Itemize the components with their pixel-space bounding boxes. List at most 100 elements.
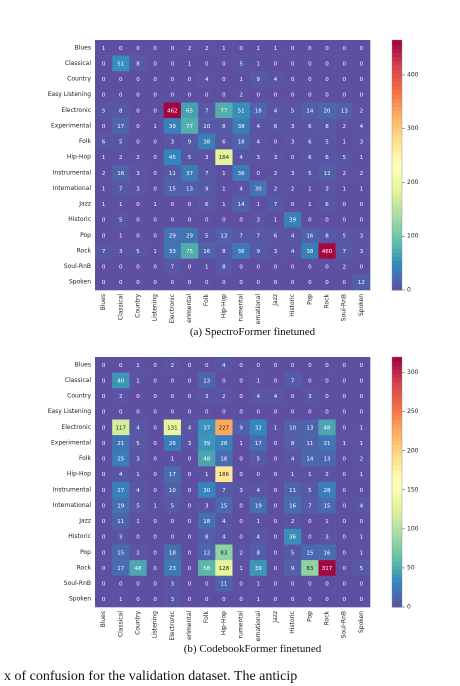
cell-label: 0 <box>360 488 364 494</box>
colorbar-segment <box>392 532 402 537</box>
cell-label: 0 <box>239 503 243 509</box>
cell-label: 0 <box>222 77 226 83</box>
colorbar-segment <box>392 77 402 83</box>
cell <box>249 544 268 561</box>
cell <box>146 513 165 530</box>
cell <box>232 419 250 436</box>
colorbar-segment <box>392 523 402 529</box>
cell-label: 2 <box>136 155 140 161</box>
cell <box>301 575 319 592</box>
colorbar-segment <box>392 594 402 600</box>
cell-label: 0 <box>360 378 364 384</box>
cell-label: 1 <box>119 597 123 603</box>
cell <box>112 118 130 135</box>
cell-label: 10 <box>203 124 210 130</box>
cell <box>266 86 285 103</box>
cell-label: 0 <box>188 472 192 478</box>
cell-label: 0 <box>171 218 175 224</box>
cell-label: 8 <box>119 108 123 114</box>
cell <box>318 450 336 467</box>
cell-label: 7 <box>119 186 123 192</box>
cell <box>284 118 302 135</box>
cell <box>284 419 302 436</box>
cell <box>112 372 130 389</box>
cell <box>352 133 371 150</box>
cell <box>163 372 182 389</box>
colorbar-segment <box>392 557 402 562</box>
cell-label: 7 <box>205 171 209 177</box>
cell-label: 38 <box>203 140 210 146</box>
x-tick-label: Electronic <box>169 294 176 324</box>
cell-label: 1 <box>102 186 106 192</box>
cell <box>112 40 130 56</box>
cell <box>129 544 147 561</box>
cell-label: 18 <box>169 550 176 556</box>
cell <box>318 102 336 119</box>
colorbar-segment <box>392 244 402 249</box>
colorbar-segment <box>392 407 402 412</box>
cell <box>180 388 199 405</box>
cell-label: 0 <box>102 280 106 286</box>
cell <box>284 544 302 561</box>
cell <box>129 118 147 135</box>
colorbar-segment <box>392 152 402 158</box>
colorbar-segment <box>392 386 402 391</box>
cell <box>95 419 113 436</box>
cell <box>335 258 354 275</box>
cell <box>284 86 302 103</box>
cell-label: 5 <box>257 457 261 463</box>
cell <box>352 243 371 260</box>
cell-label: 0 <box>188 488 192 494</box>
cell-label: 0 <box>188 457 192 463</box>
colorbar-segment <box>392 519 402 525</box>
cell-label: 3 <box>119 249 123 255</box>
cell <box>129 180 147 197</box>
cell <box>112 513 130 530</box>
cell <box>318 482 336 498</box>
cell-label: 0 <box>153 425 157 431</box>
cell-label: 1 <box>222 171 226 177</box>
cell <box>335 40 354 56</box>
cell-label: 0 <box>325 582 329 588</box>
colorbar-segment <box>392 60 402 66</box>
cell <box>198 40 216 56</box>
cell-label: 0 <box>360 93 364 99</box>
cell-label: 37 <box>186 171 193 177</box>
cell-label: 0 <box>153 441 157 447</box>
cell <box>301 357 319 373</box>
cell <box>129 403 147 420</box>
cell <box>266 227 285 244</box>
x-tick-label: Soul-RnB <box>341 294 348 321</box>
cell-label: 40 <box>117 378 124 384</box>
cell <box>129 40 147 56</box>
cell-label: 7 <box>257 233 261 239</box>
cell <box>129 55 147 72</box>
cell <box>180 357 199 373</box>
cell <box>95 357 113 373</box>
y-tick-label: Rock <box>77 247 92 254</box>
cell-label: 3 <box>171 597 175 603</box>
cell <box>112 357 130 373</box>
cell-label: 5 <box>171 503 175 509</box>
cell-label: 0 <box>308 93 312 99</box>
cell-label: 0 <box>308 582 312 588</box>
cell <box>232 466 250 483</box>
cell <box>163 450 182 467</box>
cell-label: 1 <box>205 265 209 271</box>
cell-label: 0 <box>171 519 175 525</box>
colorbar-tick-label: 0 <box>407 604 411 611</box>
cell-label: 6 <box>222 140 226 146</box>
y-tick-label: Hip-Hop <box>67 154 91 161</box>
cell-label: 2 <box>291 186 295 192</box>
colorbar-frame <box>391 356 403 608</box>
colorbar-tick-label: 100 <box>407 233 419 240</box>
cell <box>215 165 233 181</box>
cell <box>129 165 147 181</box>
cell <box>215 40 233 56</box>
colorbar-segment <box>392 527 402 533</box>
cell <box>266 388 285 405</box>
x-tick-label: Country <box>134 294 141 318</box>
cell <box>95 258 113 275</box>
cell <box>232 575 250 592</box>
cell-label: 5 <box>136 441 140 447</box>
